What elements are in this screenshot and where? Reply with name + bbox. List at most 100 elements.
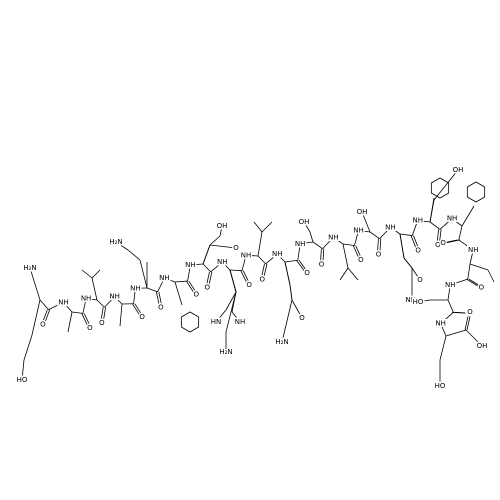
carbonyl-label: O bbox=[87, 324, 93, 332]
bond bbox=[134, 303, 144, 318]
amide-label: NH bbox=[385, 223, 396, 231]
bond bbox=[319, 248, 322, 265]
bond bbox=[265, 253, 278, 265]
carbonyl-label: O bbox=[479, 283, 485, 291]
aromatic-ring bbox=[466, 181, 486, 203]
amide-label: NH bbox=[295, 240, 306, 248]
bond bbox=[379, 238, 382, 255]
bond bbox=[444, 239, 461, 244]
bond bbox=[376, 238, 379, 255]
bond bbox=[225, 291, 237, 333]
bond bbox=[208, 271, 213, 288]
bond bbox=[296, 259, 307, 274]
bond bbox=[365, 221, 371, 233]
bond bbox=[219, 225, 223, 237]
bond bbox=[452, 311, 469, 314]
carbonyl-label: O bbox=[319, 261, 325, 269]
bond bbox=[333, 237, 344, 245]
aromatic-ring bbox=[180, 311, 200, 333]
bond bbox=[487, 269, 495, 283]
bond bbox=[417, 220, 431, 223]
side-chain-label: OH bbox=[299, 218, 310, 226]
bond bbox=[309, 231, 314, 243]
bond bbox=[369, 231, 380, 239]
bond bbox=[281, 299, 293, 343]
bond bbox=[242, 270, 251, 286]
bond bbox=[429, 221, 441, 230]
bond bbox=[231, 311, 241, 323]
bond bbox=[468, 278, 483, 288]
bond bbox=[464, 311, 470, 331]
amide-label: NH bbox=[447, 215, 458, 223]
carbonyl-label: O bbox=[193, 291, 199, 299]
amide-label: NH bbox=[58, 298, 69, 306]
bond bbox=[114, 296, 123, 305]
side-chain-label: OH bbox=[357, 208, 368, 216]
side-chain-label: OH bbox=[217, 222, 228, 230]
bond bbox=[215, 309, 227, 323]
bond bbox=[41, 309, 48, 325]
bond bbox=[466, 311, 472, 331]
bond bbox=[411, 220, 419, 236]
bond bbox=[410, 235, 418, 251]
amide-label: NH bbox=[468, 246, 479, 254]
bond bbox=[379, 227, 391, 239]
bond bbox=[139, 259, 148, 289]
bond bbox=[188, 280, 198, 295]
bond bbox=[257, 255, 266, 265]
side-chain-label: HO bbox=[17, 376, 28, 384]
bond bbox=[202, 263, 211, 273]
side-chain-label: OH bbox=[453, 166, 464, 174]
bond bbox=[146, 287, 158, 293]
bond bbox=[439, 335, 447, 361]
bond bbox=[399, 233, 413, 236]
side-chain-label: HO bbox=[435, 382, 446, 390]
bond bbox=[240, 270, 249, 286]
bond bbox=[399, 233, 405, 259]
bond bbox=[284, 259, 298, 263]
bond bbox=[174, 280, 188, 283]
bond bbox=[413, 235, 420, 251]
bond bbox=[225, 291, 237, 311]
bond bbox=[433, 169, 459, 201]
bond bbox=[209, 235, 221, 246]
bond bbox=[43, 309, 51, 325]
bond bbox=[104, 296, 115, 308]
bond bbox=[352, 245, 361, 261]
carbonyl-label: O bbox=[139, 313, 145, 321]
bond bbox=[300, 241, 314, 245]
aromatic-ring bbox=[430, 177, 450, 199]
amide-label: NH bbox=[130, 284, 141, 292]
bond bbox=[447, 299, 454, 313]
bond bbox=[458, 239, 474, 251]
side-chain-label: O bbox=[233, 244, 239, 252]
bond bbox=[467, 263, 471, 280]
amide-label: NH bbox=[241, 251, 252, 259]
carbonyl-label: O bbox=[158, 304, 164, 312]
bond bbox=[81, 313, 90, 329]
bond bbox=[403, 257, 413, 269]
bond bbox=[241, 255, 247, 271]
bond bbox=[229, 269, 243, 272]
carbonyl-label: O bbox=[40, 321, 46, 329]
bond bbox=[439, 218, 453, 230]
bond bbox=[440, 312, 454, 324]
bond bbox=[291, 299, 303, 319]
bond bbox=[91, 277, 98, 301]
bond bbox=[322, 237, 334, 249]
bond bbox=[355, 245, 363, 261]
bond bbox=[342, 243, 349, 269]
bond bbox=[100, 307, 104, 324]
bond bbox=[67, 311, 73, 333]
bond bbox=[354, 230, 359, 246]
bond bbox=[445, 329, 467, 337]
bond bbox=[447, 284, 451, 301]
bond bbox=[466, 278, 481, 288]
bond bbox=[450, 278, 468, 286]
bond bbox=[342, 243, 355, 246]
carbonyl-label: O bbox=[435, 241, 441, 249]
bond bbox=[210, 261, 223, 273]
amide-label: NH bbox=[353, 227, 364, 235]
bond bbox=[263, 263, 268, 280]
bond bbox=[164, 277, 176, 283]
